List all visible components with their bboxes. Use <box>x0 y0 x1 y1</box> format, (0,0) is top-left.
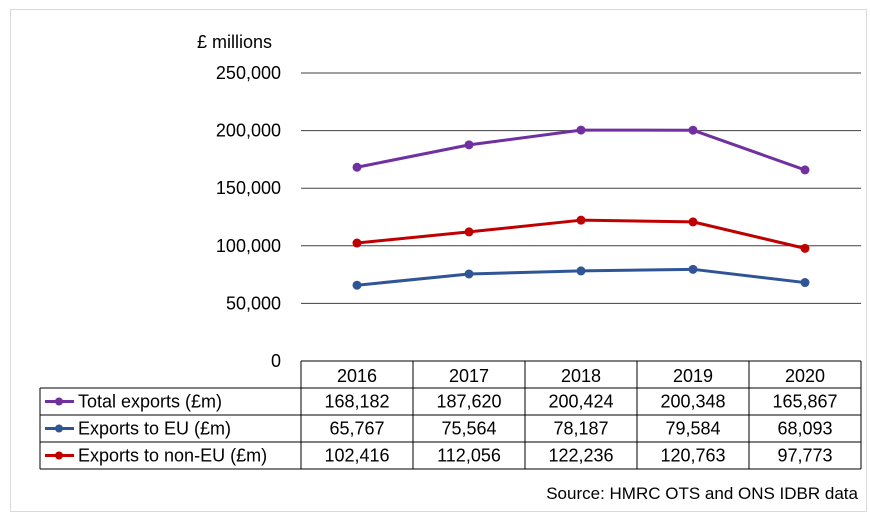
data-label: 200,348 <box>660 392 725 412</box>
y-tick-label: 50,000 <box>226 293 281 313</box>
data-label: 122,236 <box>548 446 613 466</box>
data-point <box>464 269 474 279</box>
legend-marker <box>55 451 63 460</box>
data-point <box>352 238 362 248</box>
data-point <box>688 217 698 227</box>
data-label: 102,416 <box>324 446 389 466</box>
data-label: 75,564 <box>441 419 496 439</box>
x-tick-label: 2019 <box>673 366 713 386</box>
data-label: 168,182 <box>324 392 389 412</box>
data-point <box>576 125 586 135</box>
data-point <box>688 264 698 274</box>
legend-label: Exports to EU (£m) <box>78 419 231 439</box>
data-point <box>576 266 586 276</box>
x-tick-label: 2018 <box>561 366 601 386</box>
data-point <box>352 280 362 290</box>
x-tick-label: 2020 <box>785 366 825 386</box>
data-label: 79,584 <box>665 419 720 439</box>
x-tick-label: 2017 <box>449 366 489 386</box>
data-label: 120,763 <box>660 446 725 466</box>
data-point <box>688 125 698 135</box>
x-tick-label: 2016 <box>337 366 377 386</box>
data-label: 112,056 <box>437 446 501 466</box>
data-point <box>800 278 810 288</box>
data-label: 200,424 <box>548 392 613 412</box>
data-label: 78,187 <box>553 419 608 439</box>
legend-marker <box>55 397 63 406</box>
legend-label: Total exports (£m) <box>78 392 222 412</box>
y-axis-unit-label: £ millions <box>197 32 272 52</box>
source-note: Source: HMRC OTS and ONS IDBR data <box>546 484 858 503</box>
data-point <box>464 227 474 237</box>
chart-frame <box>10 9 867 512</box>
legend-label: Exports to non-EU (£m) <box>78 446 267 466</box>
data-label: 187,620 <box>436 392 501 412</box>
y-tick-label: 150,000 <box>216 178 281 198</box>
data-label: 65,767 <box>329 419 384 439</box>
y-tick-label: 200,000 <box>216 121 281 141</box>
y-tick-label: 0 <box>271 351 281 371</box>
data-point <box>576 215 586 225</box>
data-point <box>800 165 810 175</box>
data-label: 97,773 <box>777 446 832 466</box>
data-point <box>800 243 810 253</box>
data-point <box>352 162 362 172</box>
data-label: 68,093 <box>777 419 832 439</box>
data-label: 165,867 <box>772 392 837 412</box>
legend-marker <box>55 424 63 433</box>
y-tick-label: 100,000 <box>216 236 281 256</box>
y-tick-label: 250,000 <box>216 63 281 83</box>
data-point <box>464 140 474 150</box>
series-line <box>356 128 806 172</box>
